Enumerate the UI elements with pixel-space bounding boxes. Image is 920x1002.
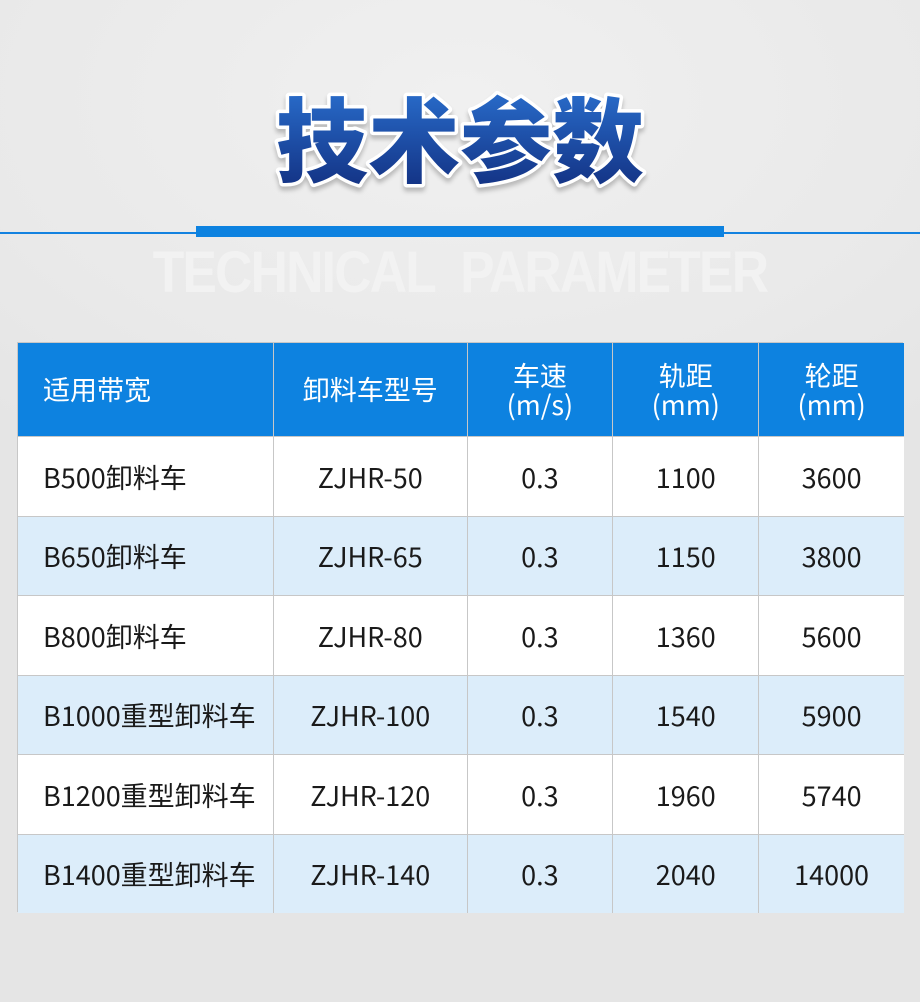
- svg-text:技术参数: 技术参数: [276, 69, 644, 202]
